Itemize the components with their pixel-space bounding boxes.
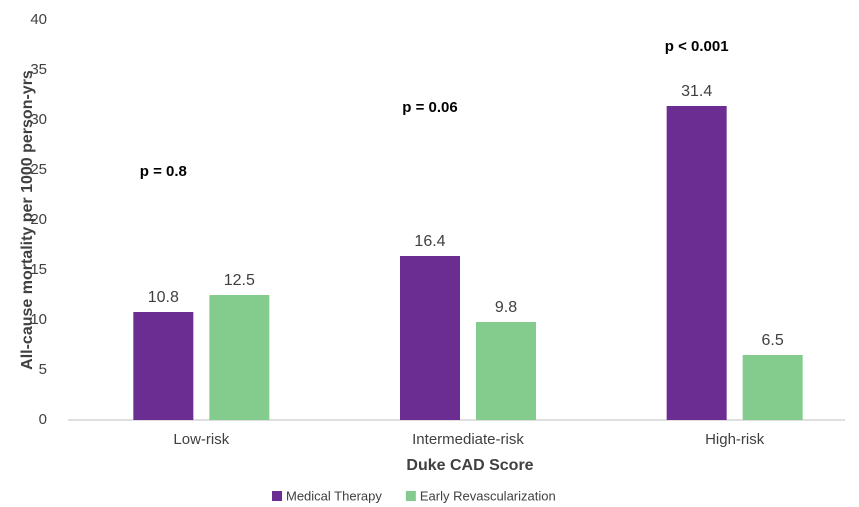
value-label: 16.4 <box>414 233 445 250</box>
x-tick-label: Intermediate-risk <box>412 431 524 448</box>
legend-label: Early Revascularization <box>420 488 556 503</box>
y-tick-label: 20 <box>30 211 47 228</box>
annotation: p = 0.06 <box>402 99 457 116</box>
y-tick-label: 35 <box>30 61 47 78</box>
legend-label: Medical Therapy <box>286 488 382 503</box>
value-label: 10.8 <box>148 289 179 306</box>
bar <box>209 295 270 420</box>
legend-swatch <box>405 491 416 501</box>
value-label: 12.5 <box>224 272 255 289</box>
bar <box>666 106 727 420</box>
value-label: 31.4 <box>681 83 712 100</box>
bar <box>133 312 194 420</box>
y-axis-label: All-cause mortality per 1000 person-yrs <box>19 70 36 370</box>
bar <box>476 322 536 420</box>
y-tick-label: 0 <box>39 411 47 428</box>
x-tick-label: Low-risk <box>173 431 229 448</box>
y-tick-label: 15 <box>30 261 47 278</box>
bar <box>742 355 803 420</box>
y-tick-label: 10 <box>30 311 47 328</box>
value-label: 9.8 <box>495 299 517 316</box>
y-tick-label: 5 <box>39 361 47 378</box>
legend-swatch <box>272 491 282 501</box>
value-label: 6.5 <box>762 332 784 349</box>
x-tick-label: High-risk <box>705 431 765 448</box>
y-tick-label: 40 <box>30 11 47 28</box>
x-axis-label: Duke CAD Score <box>406 457 533 474</box>
annotation: p < 0.001 <box>665 38 729 55</box>
bar <box>400 256 460 420</box>
y-tick-label: 30 <box>30 111 47 128</box>
annotation: p = 0.8 <box>140 163 187 180</box>
y-tick-label: 25 <box>30 161 47 178</box>
